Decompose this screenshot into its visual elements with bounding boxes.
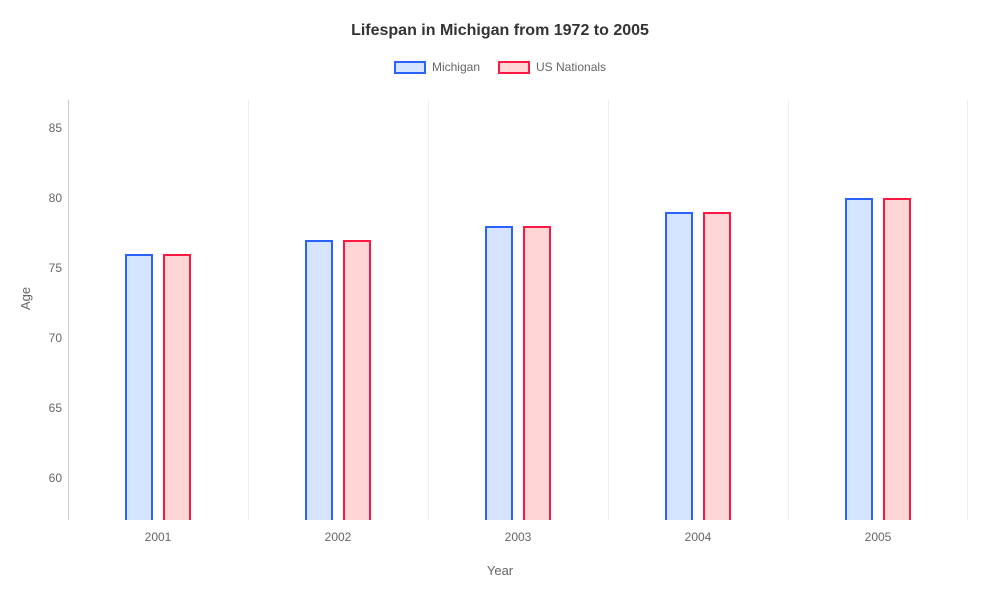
legend-swatch [394,61,426,74]
gridline-vertical [608,100,609,520]
bar [703,212,731,520]
chart-legend: Michigan US Nationals [0,60,1000,74]
bar [125,254,153,520]
bar [305,240,333,520]
y-tick-label: 70 [32,331,62,345]
chart-title: Lifespan in Michigan from 1972 to 2005 [0,0,1000,40]
gridline-vertical [788,100,789,520]
bar [485,226,513,520]
gridline-vertical [68,100,69,520]
y-tick-label: 80 [32,191,62,205]
bar [883,198,911,520]
bar [523,226,551,520]
x-tick-label: 2001 [145,530,172,544]
bar [343,240,371,520]
legend-item: Michigan [394,60,480,74]
legend-label: Michigan [432,60,480,74]
y-axis-label: Age [18,287,33,310]
bar [845,198,873,520]
legend-item: US Nationals [498,60,606,74]
x-axis-label: Year [487,563,513,578]
legend-label: US Nationals [536,60,606,74]
y-tick-label: 85 [32,121,62,135]
chart-plot-area: 20012002200320042005606570758085 [68,100,968,520]
y-tick-label: 60 [32,471,62,485]
x-tick-label: 2003 [505,530,532,544]
gridline-vertical [967,100,968,520]
bar [665,212,693,520]
x-tick-label: 2002 [325,530,352,544]
gridline-vertical [248,100,249,520]
bar [163,254,191,520]
x-tick-label: 2005 [865,530,892,544]
y-tick-label: 75 [32,261,62,275]
legend-swatch [498,61,530,74]
y-tick-label: 65 [32,401,62,415]
x-tick-label: 2004 [685,530,712,544]
gridline-vertical [428,100,429,520]
